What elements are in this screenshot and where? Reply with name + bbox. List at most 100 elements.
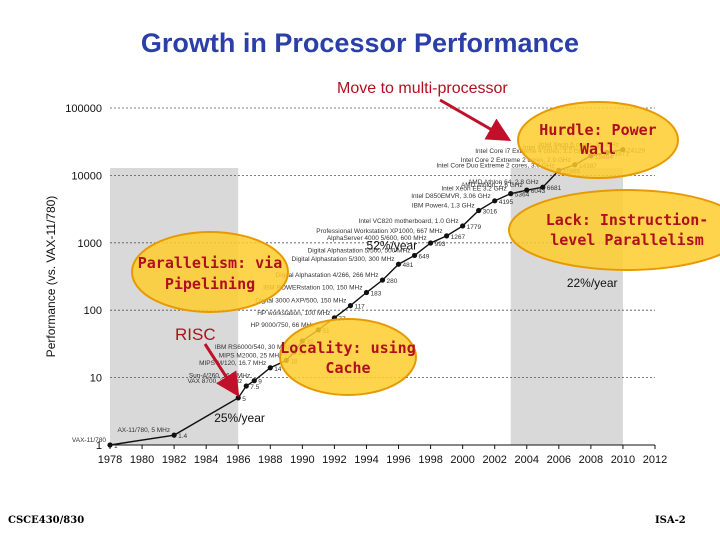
data-point-value: 4195 xyxy=(499,199,514,206)
data-point-label: HP 9000/750, 66 MHz xyxy=(251,322,315,329)
y-axis-label: Performance (vs. VAX-11/780) xyxy=(44,196,58,358)
data-point-value: 14 xyxy=(274,366,282,373)
cache-bubble: Locality: using Cache xyxy=(279,318,417,396)
ilp-line-1: Lack: Instruction- xyxy=(546,211,709,229)
pipelining-line-2: Pipelining xyxy=(165,275,255,293)
data-point xyxy=(460,223,466,229)
data-point xyxy=(476,207,482,214)
data-point-label: AMD Athlon 64, 2.8 GHz xyxy=(468,179,539,186)
x-tick-label: 2006 xyxy=(547,454,571,466)
cache-line-1: Locality: using xyxy=(280,339,415,357)
data-point-label: VAX 8700, 22 MHz xyxy=(187,378,242,385)
data-point-label: Digital Alphastation 4/266, 266 MHz xyxy=(276,272,379,279)
data-point-label: Digital Alphastation 5/500, 500 MHz xyxy=(308,247,411,254)
ilp-bubble: Lack: Instruction- level Parallelism xyxy=(508,189,720,271)
data-point xyxy=(540,184,546,190)
x-tick-label: 1992 xyxy=(322,454,346,466)
x-tick-label: 1994 xyxy=(354,454,378,466)
data-point-value: 481 xyxy=(403,262,414,269)
data-point-label: IBM POWERstation 100, 150 MHz xyxy=(263,285,362,292)
data-point-value: 5364 xyxy=(515,192,530,199)
data-point-value: 183 xyxy=(370,291,381,298)
growth-rate-label: 25%/year xyxy=(214,411,265,425)
data-point-value: 117 xyxy=(354,304,365,311)
x-tick-label: 2002 xyxy=(482,454,506,466)
y-tick-label: 100 xyxy=(84,305,102,317)
data-point-value: 1779 xyxy=(467,224,482,231)
data-point xyxy=(444,233,450,239)
data-point-value: 7.5 xyxy=(250,384,259,391)
x-tick-label: 1996 xyxy=(386,454,410,466)
power-wall-line-1: Hurdle: Power xyxy=(539,121,656,139)
y-tick-label: 100000 xyxy=(65,103,102,115)
x-tick-label: 1986 xyxy=(226,454,250,466)
data-point-label: Intel Core 2 Extreme 2 cores, 2.9 GHz xyxy=(461,157,571,164)
slide-title: Growth in Processor Performance xyxy=(140,28,580,58)
x-tick-label: 1990 xyxy=(290,454,314,466)
cache-line-2: Cache xyxy=(325,359,370,377)
data-point xyxy=(395,261,402,267)
x-tick-label: 1978 xyxy=(98,454,122,466)
data-point-value: 993 xyxy=(435,241,446,248)
multiprocessor-arrow xyxy=(439,98,512,141)
x-tick-label: 2004 xyxy=(515,454,539,466)
data-point-label: Intel D850EMVR, 3.06 GHz xyxy=(411,193,490,200)
data-point-value: 5 xyxy=(242,396,246,403)
data-point-label: MIPS M2000, 25 MHz xyxy=(219,352,283,359)
footer-slide-number: ISA-2 xyxy=(655,515,686,526)
data-point-label: Professional Workstation XP1000, 667 MHz xyxy=(316,228,442,235)
power-wall-bubble: Hurdle: Power Wall xyxy=(517,101,679,179)
data-point-label: Intel VC820 motherboard, 1.0 GHz xyxy=(359,218,459,225)
data-point-label: Intel Core Duo Extreme 2 cores, 3.0 GHz xyxy=(436,162,555,169)
x-tick-label: 2000 xyxy=(450,454,474,466)
x-tick-label: 1982 xyxy=(162,454,186,466)
footer-course: CSCE430/830 xyxy=(8,515,85,526)
data-point-label: AX-11/780, 5 MHz xyxy=(117,427,170,434)
data-point xyxy=(427,240,434,246)
power-wall-line-2: Wall xyxy=(580,140,616,158)
x-tick-label: 1984 xyxy=(194,454,218,466)
data-point-label: Sun-4/260, 16.7 MHz xyxy=(189,373,250,380)
ilp-line-2: level Parallelism xyxy=(550,231,704,249)
data-point xyxy=(267,365,273,371)
data-point-label: VAX-11/780 xyxy=(72,437,106,444)
data-point-value: 3016 xyxy=(483,208,498,215)
x-tick-label: 1980 xyxy=(130,454,154,466)
x-tick-label: 2010 xyxy=(611,454,635,466)
data-point-value: 1 xyxy=(114,443,118,450)
growth-rate-label: 22%/year xyxy=(567,276,618,290)
growth-rate-label: 52%/year xyxy=(366,238,417,252)
data-point-value: 6043 xyxy=(531,188,546,195)
x-tick-label: 2012 xyxy=(643,454,667,466)
data-point-label: Intel Xeon EE 3.2 GHz xyxy=(441,186,506,193)
data-point xyxy=(524,187,530,193)
data-point-label: MIPS M/120, 16.7 MHz xyxy=(199,360,266,367)
data-point-value: 280 xyxy=(387,278,398,285)
x-tick-label: 1998 xyxy=(418,454,442,466)
data-point-value: 649 xyxy=(419,253,430,260)
data-point xyxy=(347,303,354,309)
data-point-label: Digital 3000 AXP/500, 150 MHz xyxy=(255,298,346,305)
multiprocessor-callout: Move to multi-processor xyxy=(337,80,508,97)
risc-label: RISC xyxy=(175,325,216,344)
data-point xyxy=(379,277,386,283)
data-point xyxy=(492,198,498,204)
y-tick-label: 1000 xyxy=(78,238,102,250)
data-point-label: Digital Alphastation 5/300, 300 MHz xyxy=(292,256,395,263)
data-point-value: 1.4 xyxy=(178,433,187,440)
data-point xyxy=(171,432,177,438)
data-point xyxy=(243,383,249,389)
data-point-value: 9 xyxy=(258,379,262,386)
data-point-label: HP workstation, 100 MHz xyxy=(257,310,330,317)
pipelining-bubble: Parallelism: via Pipelining xyxy=(131,231,289,313)
data-point-label: AMD Athlon, 2.6 GHz xyxy=(461,182,523,189)
data-point xyxy=(508,191,514,197)
data-point xyxy=(107,442,113,448)
data-point-label: AlphaServer 4000 5/600, 600 MHz xyxy=(327,235,427,242)
data-point xyxy=(251,378,257,384)
data-point-label: IBM Power4, 1.3 GHz xyxy=(412,202,475,209)
pipelining-line-1: Parallelism: via xyxy=(138,254,283,272)
x-tick-label: 2008 xyxy=(579,454,603,466)
data-point-value: 1267 xyxy=(451,234,466,241)
